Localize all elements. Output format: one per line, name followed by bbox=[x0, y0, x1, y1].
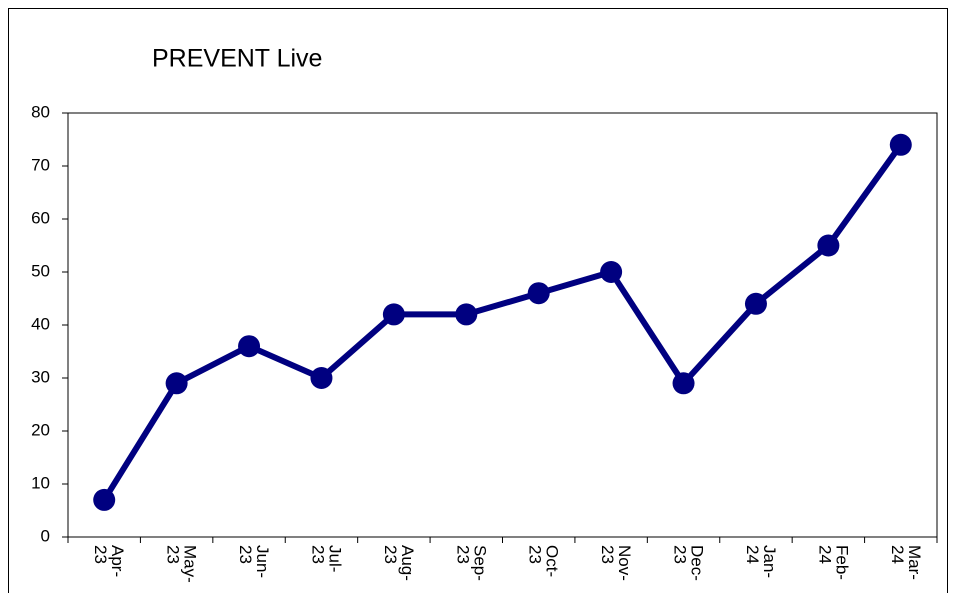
x-tick-label: Jul-23 bbox=[308, 545, 344, 572]
y-tick-label: 60 bbox=[31, 208, 50, 227]
y-tick-label: 10 bbox=[31, 473, 50, 492]
marker bbox=[744, 292, 767, 315]
marker bbox=[817, 234, 840, 257]
chart-border bbox=[8, 8, 948, 593]
x-tick-label: May-23 bbox=[164, 545, 200, 583]
y-tick-label: 0 bbox=[41, 526, 50, 545]
y-tick-label: 70 bbox=[31, 155, 50, 174]
y-tick-label: 30 bbox=[31, 367, 50, 386]
x-tick-label: Mar-24 bbox=[888, 545, 924, 580]
x-tick-label: Sep-23 bbox=[453, 545, 489, 581]
y-tick-label: 80 bbox=[31, 102, 50, 121]
marker bbox=[455, 303, 478, 326]
line bbox=[101, 143, 904, 502]
x-tick-label: Jun-23 bbox=[236, 545, 272, 578]
x-tick-label: Jan-24 bbox=[743, 545, 779, 578]
y-tick-label: 50 bbox=[31, 261, 50, 280]
x-tick-label: Nov-23 bbox=[598, 545, 634, 581]
marker bbox=[889, 133, 912, 156]
y-tick-label: 20 bbox=[31, 420, 50, 439]
x-tick-label: Dec-23 bbox=[671, 545, 707, 581]
marker bbox=[527, 282, 550, 305]
marker bbox=[600, 261, 623, 283]
marker bbox=[672, 372, 695, 395]
marker bbox=[382, 303, 405, 326]
x-tick-label: Apr-23 bbox=[91, 545, 127, 577]
marker bbox=[93, 488, 116, 511]
marker bbox=[310, 367, 333, 389]
chart-title: PREVENT Live bbox=[152, 45, 322, 73]
x-tick-label: Oct-23 bbox=[526, 545, 562, 577]
x-tick-label: Feb-24 bbox=[815, 545, 851, 580]
x-tick-label: Aug-23 bbox=[381, 545, 417, 581]
y-tick-label: 40 bbox=[31, 314, 50, 333]
plot-area bbox=[67, 112, 938, 538]
marker bbox=[238, 335, 261, 358]
marker bbox=[165, 372, 188, 395]
